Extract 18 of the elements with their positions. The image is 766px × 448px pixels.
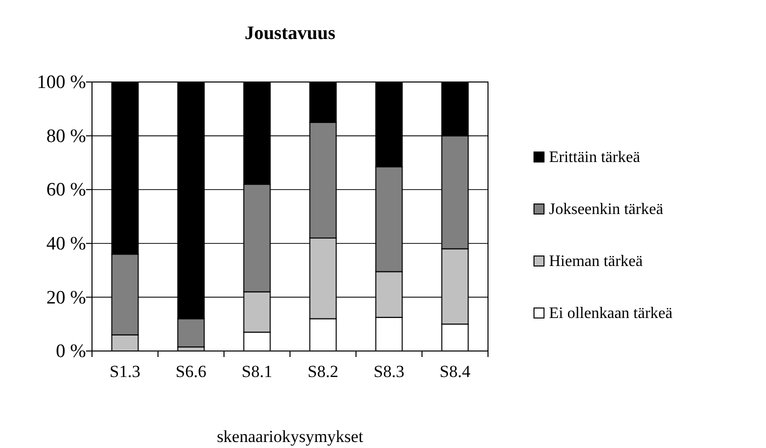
legend-label: Jokseenkin tärkeä	[549, 201, 664, 218]
y-tick-label: 80 %	[46, 126, 86, 147]
x-tick-label: S1.3	[110, 362, 140, 382]
legend-label: Ei ollenkaan tärkeä	[549, 305, 672, 322]
x-tick-label: S8.2	[308, 362, 338, 382]
x-axis-title: skenaariokysymykset	[216, 427, 364, 446]
y-tick-label: 100 %	[36, 72, 86, 94]
legend-label: Hieman tärkeä	[549, 253, 643, 270]
legend-label: Erittäin tärkeä	[549, 149, 640, 166]
x-tick-label: S8.3	[374, 362, 404, 382]
y-tick-label: 60 %	[46, 180, 86, 201]
y-tick-label: 40 %	[46, 233, 86, 254]
x-tick-label: S6.6	[176, 362, 206, 382]
x-tick-label: S8.1	[242, 362, 272, 382]
x-tick-label: S8.4	[440, 362, 471, 382]
y-tick-label: 0 %	[56, 341, 86, 362]
chart-title: Joustavuus	[244, 23, 336, 44]
y-tick-label: 20 %	[46, 287, 86, 308]
